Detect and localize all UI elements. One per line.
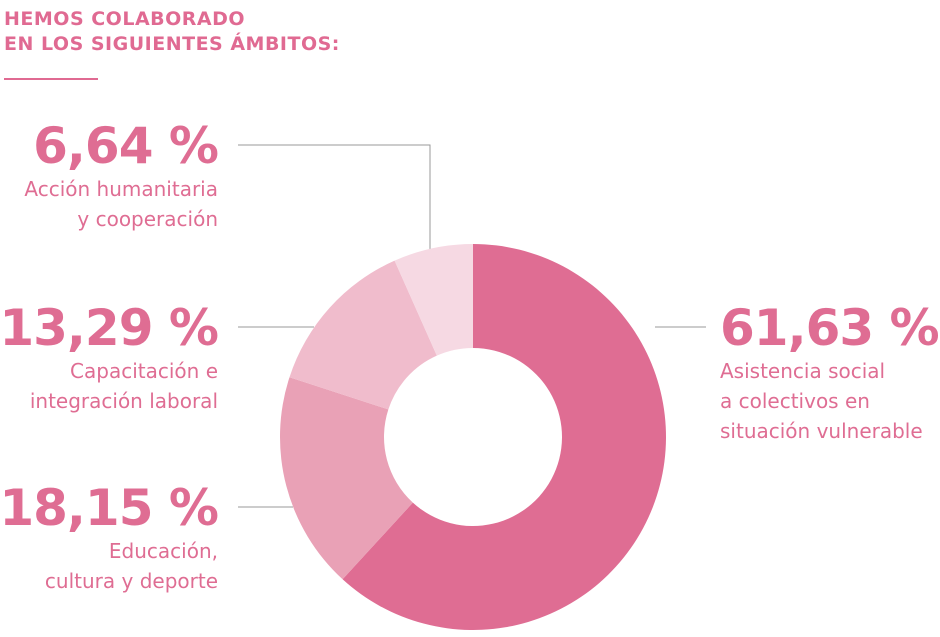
donut-slice-3 [394, 244, 473, 356]
legend-text: cultura y deporte [44, 569, 218, 593]
legend-text: a colectivos en [720, 389, 870, 413]
label-capacitación: 13,29 % Capacitación e integración labor… [0, 299, 219, 416]
data-label: 61,63 % [720, 299, 940, 357]
label-acción-humanitaria: 6,64 % Acción humanitaria y cooperación [0, 117, 219, 234]
legend-text: y cooperación [77, 207, 218, 231]
label-asistencia-social: 61,63 % Asistencia social a colectivos e… [720, 300, 940, 446]
legend-text: Educación, [108, 539, 218, 563]
leader-lines [238, 144, 706, 508]
leader-line-6-64 [238, 144, 431, 250]
donut-slice-2 [289, 260, 437, 410]
data-label: 13,29 % [0, 299, 219, 357]
donut-slice-1 [279, 377, 413, 580]
data-label: 6,64 % [33, 117, 219, 175]
title-line-1: HEMOS COLABORADO [4, 8, 246, 30]
data-label: 18,15 % [0, 479, 219, 537]
chart-title: HEMOS COLABORADO EN LOS SIGUIENTES ÁMBIT… [4, 7, 340, 57]
label-educación: 18,15 % Educación, cultura y deporte [0, 479, 219, 596]
legend-text: integración laboral [29, 389, 218, 413]
legend-text: situación vulnerable [720, 419, 923, 443]
legend-text: Capacitación e [70, 359, 218, 383]
donut-slice-0 [342, 244, 666, 630]
legend-text: Asistencia social [720, 359, 886, 383]
legend-text: Acción humanitaria [24, 177, 218, 201]
title-underline [4, 78, 98, 80]
title-line-2: EN LOS SIGUIENTES ÁMBITOS: [4, 33, 340, 55]
